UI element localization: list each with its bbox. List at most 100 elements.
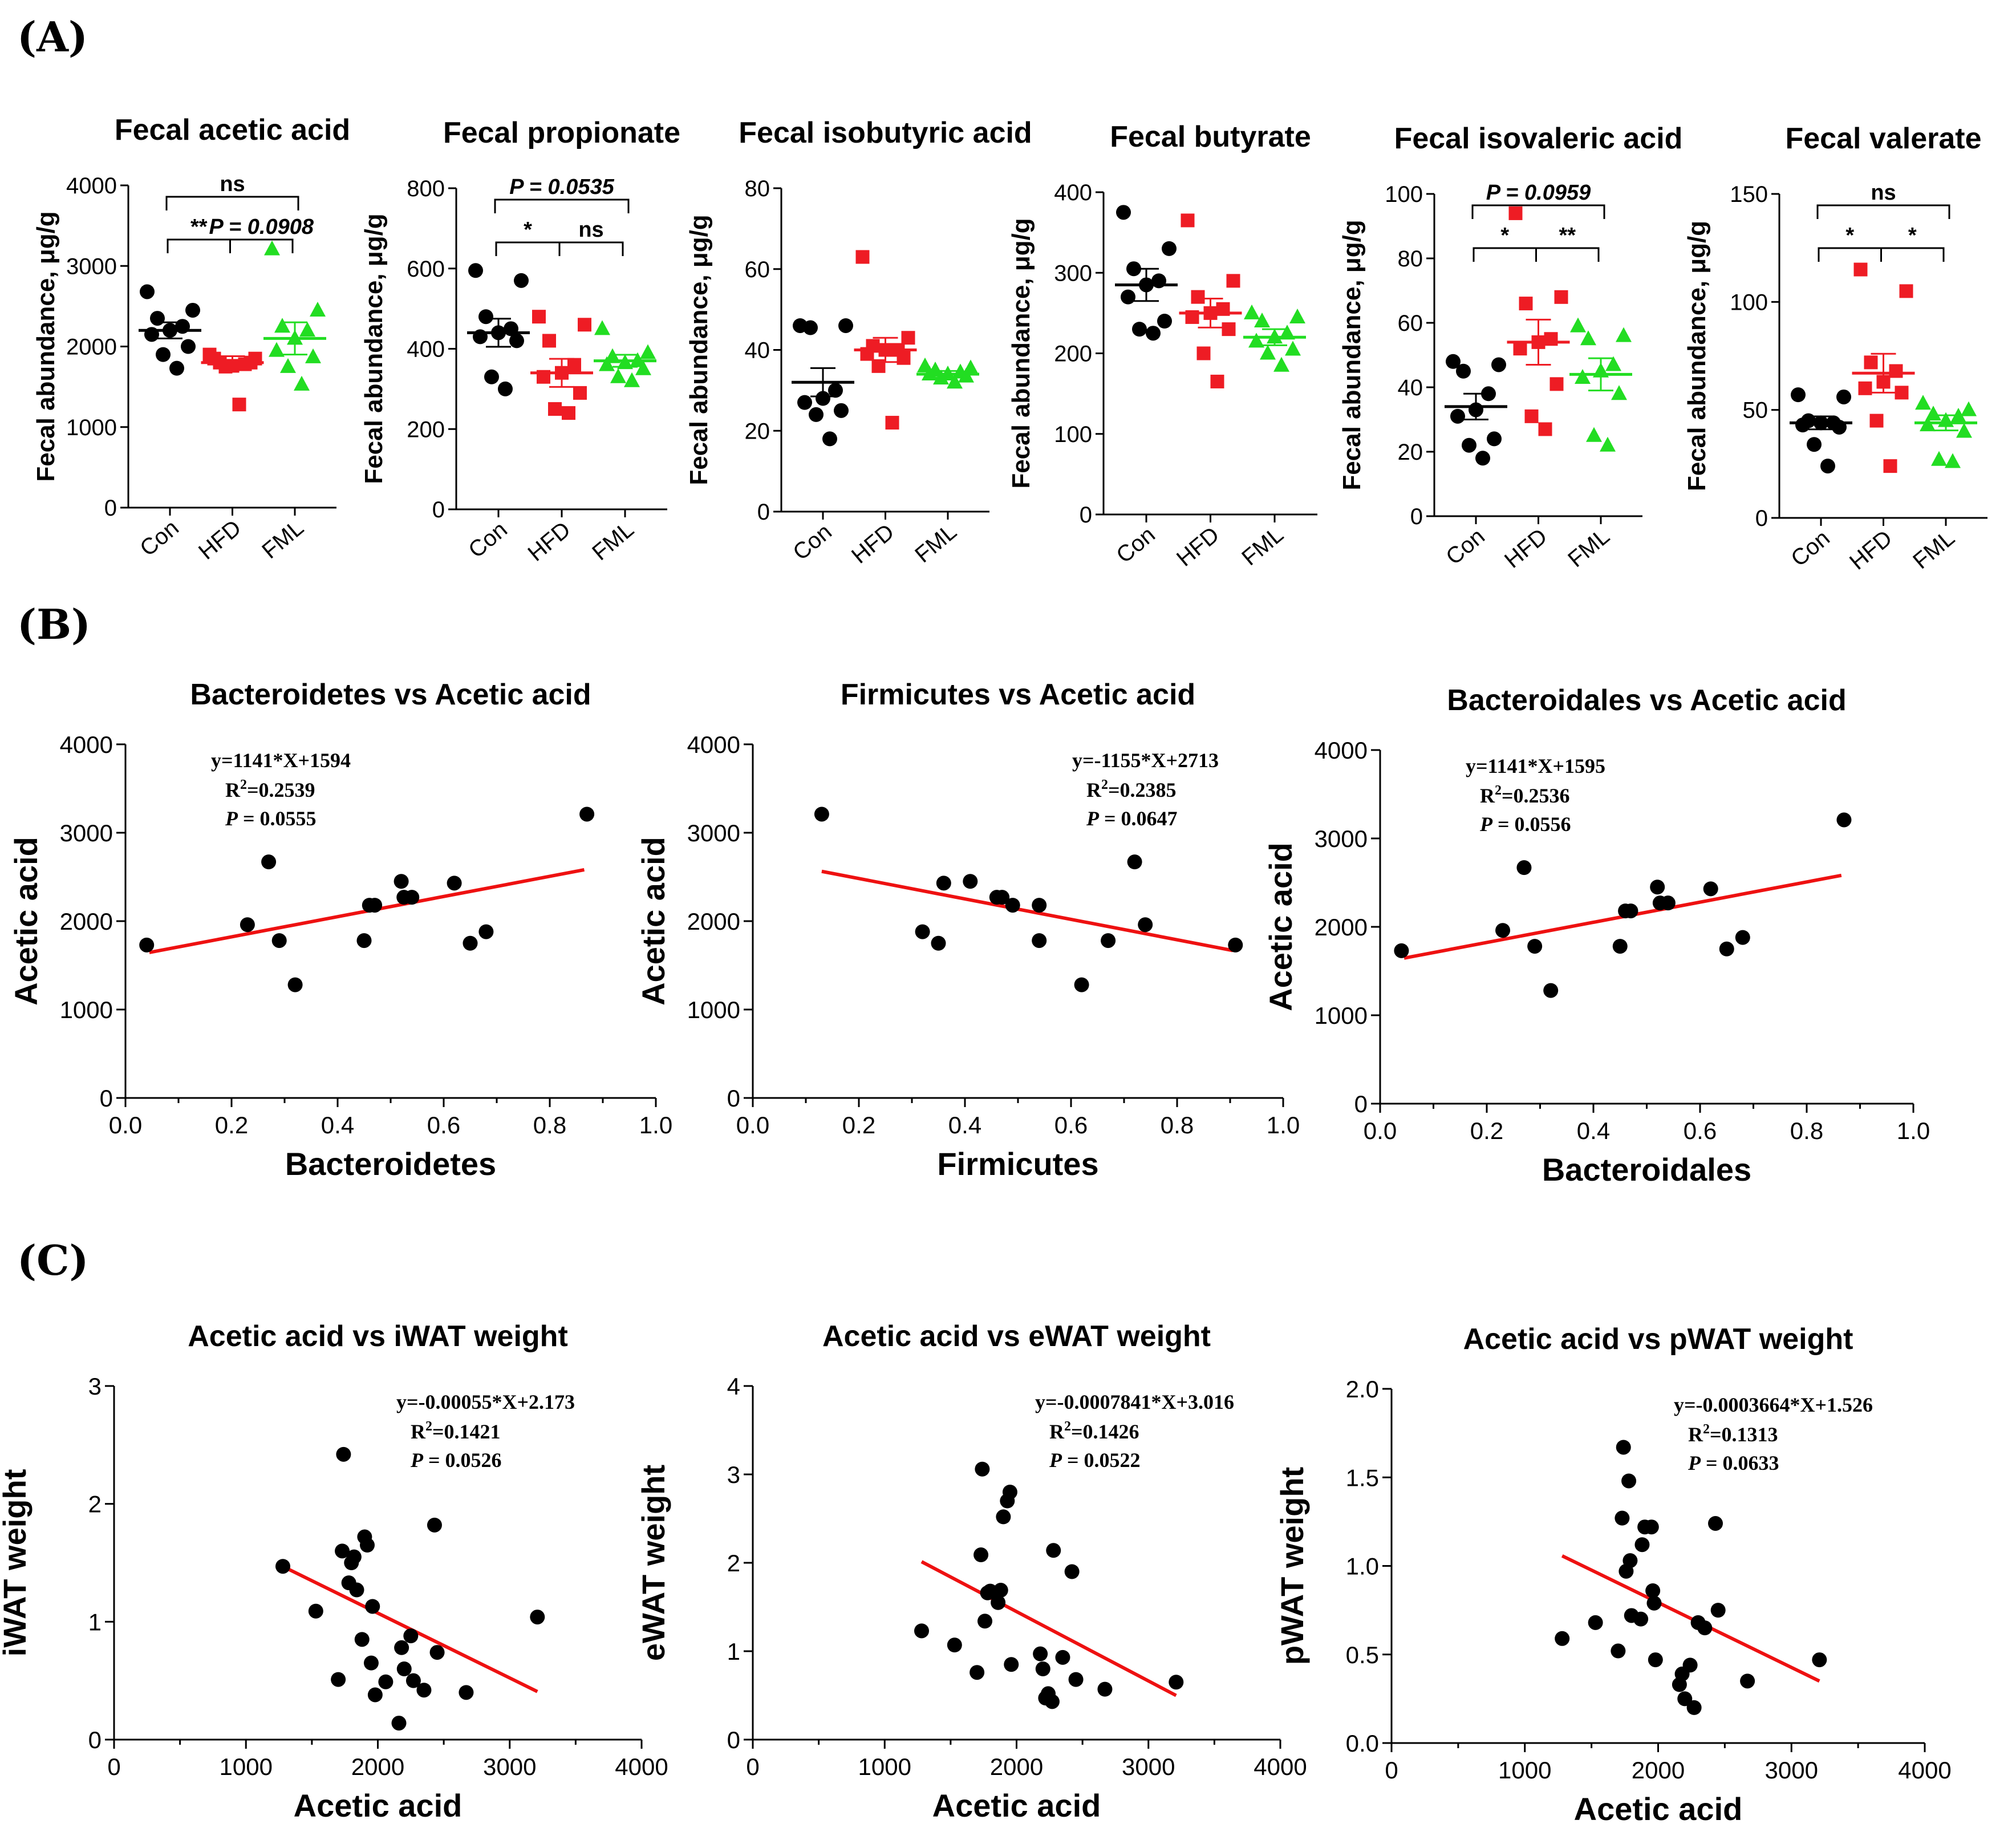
data-point xyxy=(1961,401,1977,416)
data-point xyxy=(1612,939,1628,954)
data-point xyxy=(1121,289,1135,305)
data-point xyxy=(1032,933,1047,949)
data-point xyxy=(275,1559,290,1574)
data-point xyxy=(1622,1553,1638,1568)
data-point xyxy=(1682,1657,1698,1673)
y-tick-label: 0 xyxy=(88,1726,102,1753)
y-tick-label: 0 xyxy=(1410,504,1423,529)
data-point xyxy=(1456,363,1471,379)
data-point xyxy=(1883,459,1897,473)
data-point xyxy=(1588,1615,1603,1630)
data-point xyxy=(1191,290,1205,304)
data-point xyxy=(1570,317,1586,333)
data-point xyxy=(901,331,915,345)
data-point xyxy=(977,1614,992,1629)
data-point xyxy=(834,403,849,418)
y-tick-label: 2000 xyxy=(66,335,117,360)
data-point xyxy=(1812,1652,1827,1668)
data-point xyxy=(1210,374,1224,388)
data-point xyxy=(427,1517,442,1533)
significance-label: ns xyxy=(578,218,603,242)
data-point xyxy=(1615,1510,1630,1526)
r-squared-symbol: R xyxy=(411,1420,426,1443)
scatter-1: Firmicutes vs Acetic acid 0.0 0.2 0.4 0.6 0.8… xyxy=(635,678,1300,1182)
data-point xyxy=(1543,983,1559,998)
r-squared-symbol: R xyxy=(1049,1420,1065,1443)
x-tick-label: 0.8 xyxy=(1161,1112,1194,1138)
x-tick-label: 3000 xyxy=(1765,1757,1818,1784)
data-point xyxy=(605,348,620,363)
data-point xyxy=(1538,422,1552,436)
significance-label: P = 0.0535 xyxy=(509,175,614,199)
data-point xyxy=(1586,427,1602,442)
chart-title: Bacteroidetes vs Acetic acid xyxy=(190,678,591,711)
data-point xyxy=(1648,1652,1663,1668)
dotplot-4: Fecal isovaleric acid 0 20 40 60 80 100 Fecal a… xyxy=(1338,122,1682,573)
y-tick-label: 100 xyxy=(1385,182,1423,207)
y-tick-label: 3 xyxy=(727,1461,740,1488)
data-point xyxy=(1169,1675,1184,1690)
dotplot-1: Fecal propionate 0 200 400 600 800 Fecal abund… xyxy=(360,116,680,566)
p-symbol: P xyxy=(1086,807,1100,830)
chart-title: Fecal butyrate xyxy=(1110,120,1311,153)
y-tick-label: 20 xyxy=(745,419,770,444)
data-point xyxy=(1633,1611,1649,1627)
data-point xyxy=(635,360,651,375)
x-tick-label: Con xyxy=(788,519,837,565)
data-point xyxy=(828,383,843,398)
data-point xyxy=(185,302,200,318)
data-point xyxy=(1646,1595,1662,1611)
p-symbol: P xyxy=(410,1449,424,1472)
data-point xyxy=(936,876,951,891)
data-point xyxy=(530,1610,545,1625)
significance-bracket xyxy=(495,241,561,256)
data-point xyxy=(1181,213,1195,228)
x-tick-label: 1.0 xyxy=(639,1112,672,1138)
data-point xyxy=(1575,369,1591,384)
r-squared: R2=0.1313 xyxy=(1688,1422,1778,1446)
p-value: P = 0.0556 xyxy=(1479,813,1571,836)
significance-bracket xyxy=(1535,247,1600,262)
y-tick-label: 3000 xyxy=(66,254,117,279)
y-tick-label: 1.0 xyxy=(1346,1553,1379,1580)
significance-bracket xyxy=(229,238,294,253)
data-point xyxy=(1033,1646,1048,1661)
y-tick-label: 0 xyxy=(1080,502,1092,528)
x-tick-label: 4000 xyxy=(615,1753,668,1780)
data-point xyxy=(973,1547,989,1563)
data-point xyxy=(885,416,899,430)
r-squared: R2=0.2385 xyxy=(1086,777,1177,801)
data-point xyxy=(360,1538,375,1553)
data-point xyxy=(140,284,155,299)
r-squared-exponent: 2 xyxy=(425,1419,432,1434)
data-point xyxy=(1549,377,1564,391)
data-point xyxy=(305,348,321,363)
significance-label: * xyxy=(1500,224,1509,248)
x-axis-label: Firmicutes xyxy=(937,1146,1098,1182)
y-axis-label: Acetic acid xyxy=(1263,842,1299,1011)
data-point xyxy=(1044,1694,1060,1709)
y-axis-label: eWAT weight xyxy=(635,1465,671,1661)
y-tick-label: 600 xyxy=(407,257,445,282)
x-tick-label: HFD xyxy=(194,515,246,565)
data-point xyxy=(365,1599,380,1614)
y-tick-label: 1000 xyxy=(60,996,113,1023)
data-point xyxy=(1157,314,1172,329)
y-axis-label: Fecal abundance, μg/g xyxy=(685,214,713,485)
data-point xyxy=(287,977,303,992)
data-point xyxy=(567,358,581,372)
data-point xyxy=(139,937,155,953)
y-axis-label: Fecal abundance, μg/g xyxy=(1683,221,1711,491)
data-point xyxy=(367,898,383,913)
data-point xyxy=(1611,385,1627,400)
y-tick-label: 3 xyxy=(88,1373,102,1400)
data-point xyxy=(429,1645,445,1660)
regression-equation: y=-0.0003664*X+1.526 xyxy=(1674,1393,1873,1416)
significance-label: ** xyxy=(1559,224,1576,248)
y-tick-label: 400 xyxy=(407,337,445,362)
y-tick-label: 100 xyxy=(1730,290,1768,315)
data-point xyxy=(963,874,978,889)
regression-equation: y=-0.00055*X+2.173 xyxy=(396,1391,575,1413)
significance-bracket xyxy=(558,241,624,256)
p-value-number: = 0.0556 xyxy=(1492,813,1571,836)
